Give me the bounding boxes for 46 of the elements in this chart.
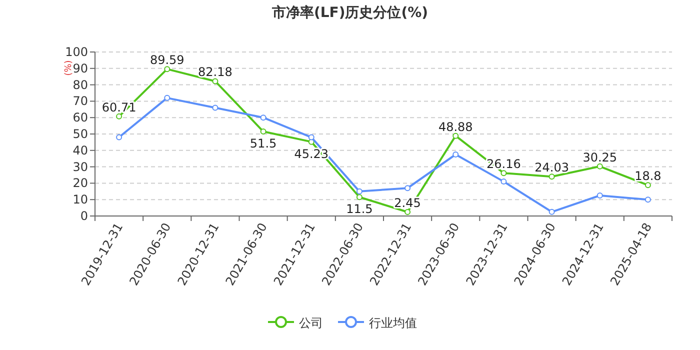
data-label: 89.59: [150, 53, 184, 68]
data-label: 30.25: [582, 150, 618, 164]
point: [308, 134, 314, 140]
point: [164, 94, 170, 101]
chart-title: 市净率(LF)历史分位(%): [270, 4, 428, 21]
data-label: 18.8: [634, 169, 662, 184]
y-tick-label: 100: [65, 45, 88, 59]
point: [404, 208, 411, 215]
y-tick-label: 50: [72, 127, 88, 141]
point: [500, 170, 507, 176]
data-label: 48.88: [438, 120, 473, 134]
point: [212, 104, 218, 111]
point: [404, 185, 411, 192]
point: [548, 174, 555, 180]
y-tick-label: 60: [72, 110, 88, 125]
point: [116, 113, 122, 120]
y-tick-label: 90: [72, 61, 88, 76]
point: [644, 196, 651, 203]
data-label: 24.03: [534, 160, 569, 175]
legend-label: 公司: [299, 316, 323, 330]
y-tick-label: 10: [72, 192, 88, 207]
point: [356, 188, 362, 194]
point: [452, 152, 459, 158]
point: [212, 78, 218, 84]
y-tick-label: 70: [72, 94, 88, 108]
data-label: 82.18: [198, 65, 232, 80]
y-tick-label: 40: [72, 143, 88, 158]
point: [260, 114, 266, 121]
point: [116, 134, 122, 140]
point: [644, 182, 651, 188]
point: [548, 208, 555, 215]
legend-label: 行业均值: [369, 316, 417, 330]
y-tick-label: 30: [72, 160, 88, 174]
data-label: 11.5: [346, 202, 373, 216]
y-tick-label: 80: [72, 78, 88, 92]
point: [596, 192, 603, 198]
y-axis-title: (%): [64, 60, 74, 76]
y-tick-label: 20: [72, 176, 88, 190]
point: [500, 178, 507, 185]
point: [596, 163, 603, 170]
point: [356, 194, 362, 200]
data-label: 51.5: [250, 136, 277, 151]
point: [164, 66, 170, 72]
y-tick-label: 0: [80, 209, 88, 223]
point: [452, 132, 459, 139]
point: [260, 128, 266, 135]
